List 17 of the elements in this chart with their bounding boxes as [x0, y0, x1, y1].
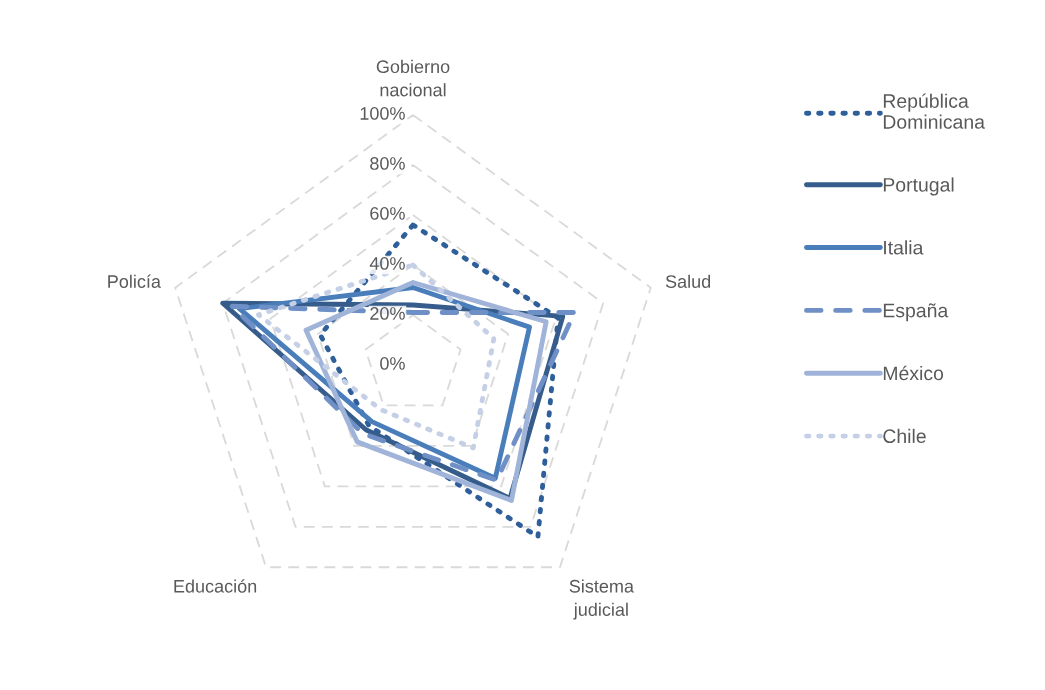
- legend-label: México: [883, 365, 944, 381]
- spoke-label: Gobierno nacional: [376, 59, 450, 97]
- legend-label: Italia: [884, 240, 924, 255]
- y-tick-label: 60%: [370, 207, 405, 220]
- legend-label: Chile: [883, 428, 926, 444]
- y-tick-label: 80%: [370, 157, 405, 170]
- y-tick-label: 40%: [369, 257, 405, 270]
- y-tick-label: 20%: [370, 307, 405, 320]
- legend-label: Portugal: [883, 177, 954, 196]
- legend-label: República Dominicana: [883, 93, 985, 129]
- y-tick-label: 100%: [360, 107, 405, 120]
- spoke-label: Policía: [108, 274, 161, 288]
- spoke-label: Sistema judicial: [569, 579, 634, 620]
- spoke-label: Educación: [174, 579, 257, 593]
- y-tick-label: 0%: [380, 357, 405, 370]
- legend-label: España: [883, 303, 949, 322]
- spoke-label: Salud: [665, 274, 711, 288]
